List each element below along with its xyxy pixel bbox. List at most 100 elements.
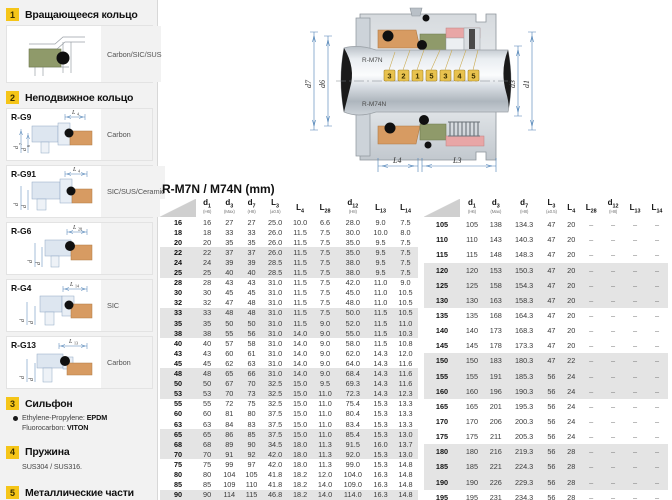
table-header-row: d1 (H6) d3 (Max) d7 (H8) L3 (±0.5) L4 L28 d12 (H8) L…	[424, 198, 668, 218]
cell-d7: 66	[240, 368, 263, 379]
column-header-l13: L13	[624, 199, 646, 218]
dimension-right	[514, 31, 536, 131]
variant-card-rg91[interactable]: R-G91 L 4 d d	[6, 165, 165, 218]
cell-d1: 20	[203, 237, 212, 247]
variant-figure: R-G4 L 14 d d	[7, 280, 101, 331]
cell-l4: 18.2	[292, 469, 308, 479]
cell-l3: 56	[547, 416, 556, 426]
cell-l28: 14.0	[312, 489, 338, 500]
column-header-l14: L14	[645, 199, 668, 218]
cell-l13: –	[624, 474, 646, 490]
column-tolerance: (H8)	[520, 209, 529, 215]
cell-d1: 25	[196, 267, 219, 278]
table-row: 40 40 57 58 31.0 14.0 9.0 58.0 11.5 10.8	[160, 338, 418, 348]
cell-d3: 70	[218, 388, 241, 399]
cell-l13: –	[624, 368, 646, 384]
cell-l14: –	[645, 383, 668, 399]
cell-d12: 42.0	[345, 278, 360, 288]
cell-l14: 11.6	[393, 368, 418, 379]
variant-card-rg6[interactable]: R-G6 L 28 d d	[6, 222, 153, 275]
table-row: 38 38 55 56 31.0 14.0 9.0 55.0 11.5 10.3	[160, 328, 418, 339]
cell-l4: 20	[567, 341, 576, 351]
variant-card-rg4[interactable]: R-G4 L 14 d d	[6, 279, 153, 332]
cell-d1: 30	[203, 288, 212, 298]
table-body-left: 16 16 27 27 25.0 10.0 6.6 28.0 9.0 7.5 18 18 33 33 26.…	[160, 217, 418, 500]
cell-l28: –	[589, 492, 594, 500]
cell-d7: 90	[240, 439, 263, 450]
cell-l28: 9.0	[312, 318, 338, 329]
column-header-l3: L3 (±0.5)	[540, 198, 563, 218]
cell-l4: 15.0	[292, 409, 308, 419]
cell-d12: –	[611, 432, 616, 442]
cell-l3: 26.0	[267, 227, 283, 237]
variant-card-rg9[interactable]: R-G9 L 4 d 7 d 6	[6, 108, 153, 161]
row-size-key: 50	[160, 378, 196, 389]
cell-l3: 31.0	[267, 358, 283, 368]
cell-d7: 224.3	[507, 459, 541, 475]
row-size-key: 120	[424, 262, 460, 278]
column-header-l28: L28	[312, 199, 338, 218]
table-row: 140 140 173 168.3 47 20 – – – –	[424, 323, 668, 338]
cell-l3: 26.0	[267, 237, 283, 247]
row-size-key: 180	[424, 444, 460, 460]
cell-l14: –	[645, 459, 668, 475]
cell-l14: –	[654, 341, 660, 351]
section-number-badge: 2	[6, 91, 19, 104]
row-size-key: 170	[435, 416, 449, 426]
row-size-key: 32	[173, 298, 183, 308]
cell-l3: 31.0	[262, 368, 288, 379]
material-value: VITON	[66, 423, 89, 433]
cell-l28: –	[580, 383, 603, 399]
cell-d7: 40	[240, 267, 263, 278]
cell-l3: 32.5	[262, 378, 288, 389]
cell-l4: 18.2	[287, 489, 313, 500]
row-size-key: 63	[173, 419, 183, 429]
callout-badge: 5	[425, 69, 438, 82]
variant-material: Carbon/SIC/SUS	[101, 26, 162, 82]
cell-d12: –	[611, 341, 616, 351]
material-label: Fluorocarbon:	[22, 423, 66, 433]
bullet-icon	[13, 415, 18, 421]
cell-l4: 11.5	[287, 307, 313, 319]
variant-card-rg13[interactable]: R-G13 L 13 d d	[6, 336, 153, 389]
row-size-key: 80	[173, 469, 183, 479]
cell-d7: 58	[247, 338, 256, 348]
cell-d3: 196	[483, 383, 508, 399]
cell-l13: –	[632, 250, 638, 260]
section-header-stationary-ring: 2 Неподвижное кольцо	[0, 91, 157, 104]
cell-d1: 180	[460, 444, 484, 460]
cell-l4: 24	[562, 383, 581, 399]
callout-badge: 2	[397, 69, 410, 82]
cell-l28: 11.3	[312, 439, 338, 450]
o-ring	[382, 30, 394, 42]
callout-badge: 1	[411, 69, 424, 82]
column-header-d12: d12 (H8)	[602, 198, 625, 218]
cell-l14: –	[654, 326, 660, 336]
table-row: 43 43 60 61 31.0 14.0 9.0 62.0 14.3 12.0	[160, 348, 418, 358]
o-ring	[419, 115, 429, 125]
material-label: Ethylene-Propylene:	[22, 413, 85, 422]
cell-d3: 138	[489, 220, 502, 230]
cell-l14: –	[645, 353, 668, 369]
cell-d3: 158	[483, 277, 508, 293]
cell-d7: 154.3	[507, 277, 541, 293]
cell-l3: 25.0	[267, 217, 283, 227]
cell-l13: 14.3	[368, 368, 394, 379]
cell-d3: 104	[223, 469, 236, 479]
table-row: 28 28 43 43 31.0 11.5 7.5 42.0 11.0 9.0	[160, 278, 418, 288]
cell-l13: 9.5	[368, 257, 394, 268]
cell-d7: 83	[247, 419, 256, 429]
table-row: 135 135 168 164.3 47 20 – – – –	[424, 308, 668, 323]
cell-l28: –	[589, 250, 594, 260]
o-ring	[422, 14, 430, 22]
row-size-key: 60	[173, 409, 183, 419]
cell-l14: 14.8	[393, 489, 418, 500]
cell-d7: 148.3	[514, 250, 534, 260]
row-size-key: 20	[173, 237, 183, 247]
column-tolerance: (Max)	[223, 209, 235, 215]
cell-l14: –	[645, 444, 668, 460]
cell-l14: 13.3	[398, 409, 413, 419]
cell-d12: 104.0	[343, 469, 362, 479]
cell-d1: 53	[196, 388, 219, 399]
svg-text:4: 4	[78, 169, 80, 174]
